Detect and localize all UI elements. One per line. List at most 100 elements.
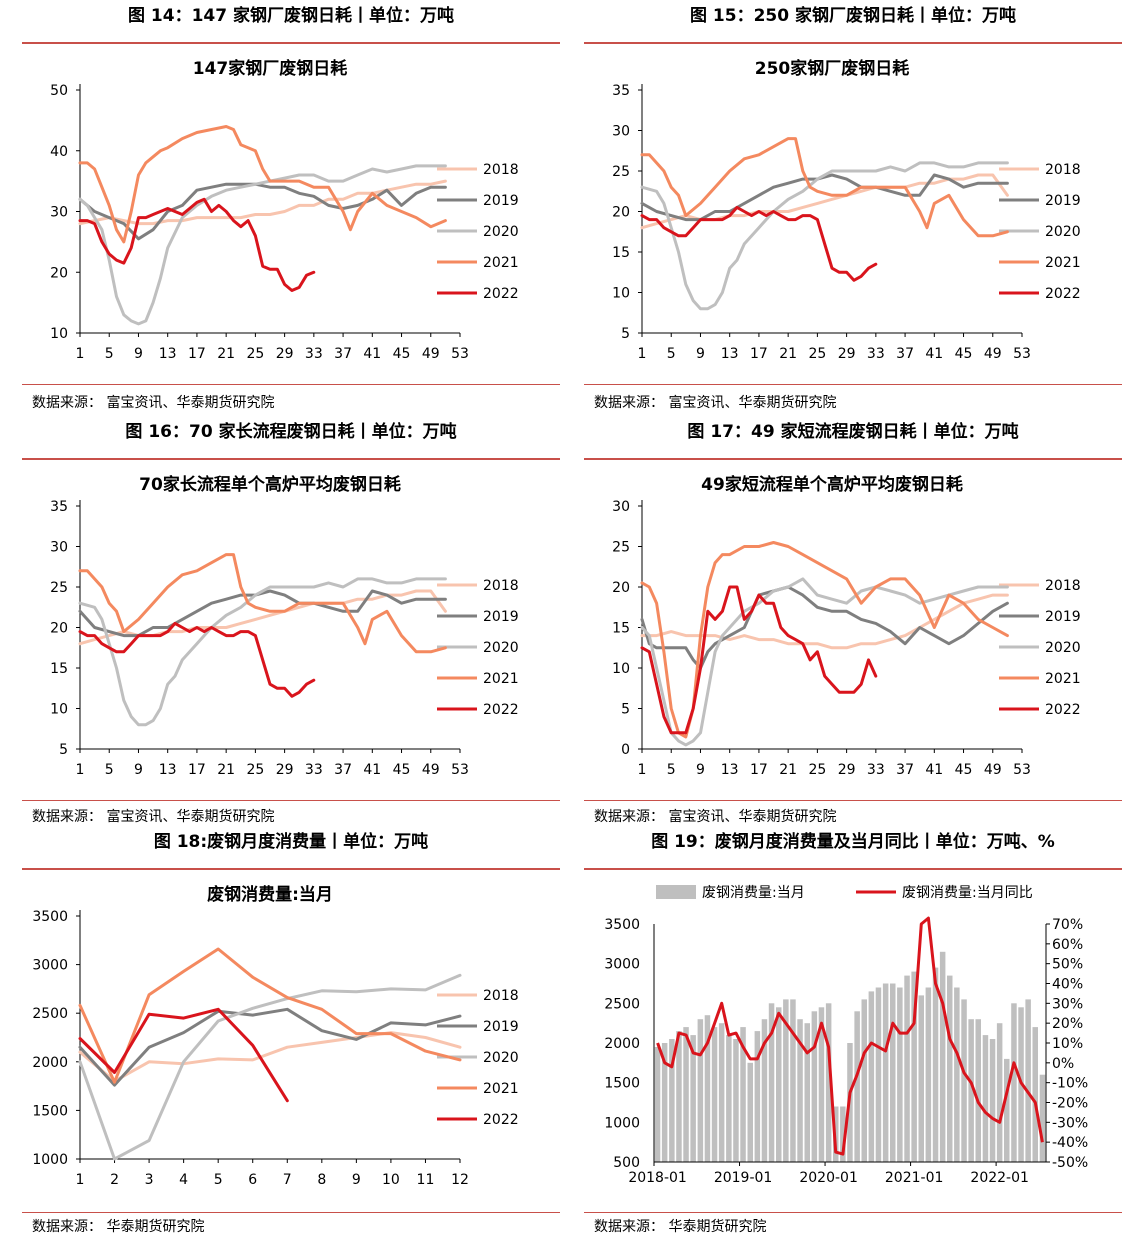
bottom-rule — [584, 384, 1122, 385]
legend-label: 2022 — [483, 702, 519, 718]
bar — [811, 1011, 818, 1162]
series-line-2019 — [78, 1007, 462, 1087]
figure-title: 图 14：147 家钢厂废钢日耗丨单位：万吨 — [128, 6, 454, 26]
top-rule — [584, 458, 1122, 460]
chart-fig19: 废钢消费量:当月 废钢消费量:当月同比 500 1000 1500 2000 2500 300… — [604, 885, 1088, 1186]
series-line-2021 — [78, 125, 447, 244]
y2-tick-label: 60% — [1052, 937, 1083, 953]
legend-label: 2018 — [483, 162, 519, 178]
bar — [854, 1011, 860, 1162]
y2-tick-label: 70% — [1052, 917, 1083, 933]
bar — [690, 1035, 696, 1162]
chart-fig14: 147家钢厂废钢日耗 10 20 30 40 50 1 5 9 13 17 21 25 29 33 37 41 4… — [50, 58, 519, 362]
y-tick-label: 2000 — [604, 1036, 640, 1052]
bar — [1004, 1058, 1010, 1162]
bar — [718, 1023, 725, 1162]
x-tick-label: 29 — [276, 762, 294, 778]
x-tick-label: 17 — [188, 346, 206, 362]
series-line-2019 — [640, 173, 1009, 222]
legend-label: 2020 — [483, 224, 519, 240]
y-tick-label: 25 — [612, 540, 630, 556]
legend-label: 2020 — [483, 1050, 519, 1066]
legend-label: 2021 — [1045, 671, 1081, 687]
series-line-2021 — [78, 553, 447, 654]
legend-label: 2021 — [483, 671, 519, 687]
panel-fig17: 图 17：49 家短流程废钢日耗丨单位：万吨 49家短流程单个高炉平均废钢日耗 0… — [584, 418, 1122, 830]
bar — [825, 1003, 832, 1162]
bar — [911, 971, 917, 1162]
series-line-2020 — [78, 973, 462, 1161]
x-tick-label: 17 — [188, 762, 206, 778]
bar — [654, 1047, 661, 1162]
bar — [818, 1007, 825, 1162]
x-tick-label: 45 — [393, 762, 411, 778]
x-tick-label: 3 — [145, 1172, 154, 1188]
x-tick-label: 9 — [134, 346, 143, 362]
bar — [897, 987, 903, 1162]
y-tick-label: 10 — [50, 326, 68, 342]
legend-label: 2020 — [483, 640, 519, 656]
top-rule — [584, 42, 1122, 44]
y-tick-label: 25 — [612, 164, 630, 180]
y2-tick-label: 20% — [1052, 1016, 1083, 1032]
x-tick-label: 12 — [451, 1172, 469, 1188]
bottom-rule — [584, 1212, 1122, 1213]
series-line-2019 — [640, 585, 1009, 670]
y-tick-label: 5 — [621, 326, 630, 342]
source-note: 数据来源： 富宝资讯、华泰期货研究院 — [594, 809, 837, 825]
x-tick-label: 41 — [363, 346, 381, 362]
legend-label: 2021 — [483, 255, 519, 271]
y-tick-label: 20 — [612, 205, 630, 221]
y-tick-label: 20 — [50, 621, 68, 637]
x-tick-label: 5 — [667, 346, 676, 362]
x-tick-label: 17 — [750, 762, 768, 778]
x-tick-label: 9 — [352, 1172, 361, 1188]
y-tick-label: 5 — [59, 742, 68, 758]
y2-tick-label: 30% — [1052, 996, 1083, 1012]
legend-label: 2019 — [1045, 193, 1081, 209]
x-tick-label: 11 — [417, 1172, 435, 1188]
series-line-2022 — [78, 1007, 289, 1103]
x-tick-label: 37 — [334, 762, 352, 778]
bar — [790, 999, 796, 1162]
x-tick-label: 4 — [179, 1172, 188, 1188]
y-tick-label: 2500 — [32, 1006, 68, 1022]
y-tick-label: 40 — [50, 144, 68, 160]
x-tick-label: 25 — [808, 762, 826, 778]
y-tick-label: 50 — [50, 83, 68, 99]
y2-tick-label: 10% — [1052, 1036, 1083, 1052]
bar — [939, 951, 946, 1162]
y-tick-label: 30 — [50, 540, 68, 556]
bar — [783, 999, 789, 1162]
bar — [733, 1039, 739, 1162]
series-line-2020 — [78, 577, 447, 727]
y-tick-label: 3500 — [604, 917, 640, 933]
bar — [804, 1023, 810, 1162]
x-tick-label: 45 — [393, 346, 411, 362]
legend-label: 2019 — [1045, 609, 1081, 625]
legend-label: 2018 — [483, 578, 519, 594]
x-tick-label: 1 — [76, 346, 85, 362]
panel-fig19: 图 19：废钢月度消费量及当月同比丨单位：万吨、% 废钢消费量:当月 废钢消费量:… — [584, 828, 1122, 1242]
x-tick-label: 53 — [451, 346, 469, 362]
y2-tick-label: -20% — [1052, 1096, 1088, 1112]
x-tick-label: 33 — [867, 762, 885, 778]
x-tick-label: 49 — [984, 762, 1002, 778]
bar — [697, 1019, 704, 1162]
bar — [989, 1039, 996, 1162]
legend-label: 2022 — [483, 1112, 519, 1128]
bar — [968, 1019, 974, 1162]
y-tick-label: 35 — [50, 499, 68, 515]
bar — [868, 991, 875, 1162]
y-tick-label: 15 — [612, 245, 630, 261]
legend-label: 2019 — [483, 193, 519, 209]
source-note: 数据来源： 华泰期货研究院 — [32, 1219, 205, 1235]
bar — [761, 1019, 768, 1162]
x-tick-label: 2019-01 — [714, 1170, 773, 1186]
x-tick-label: 1 — [638, 762, 647, 778]
x-tick-label: 2018-01 — [628, 1170, 687, 1186]
x-tick-label: 21 — [779, 762, 797, 778]
